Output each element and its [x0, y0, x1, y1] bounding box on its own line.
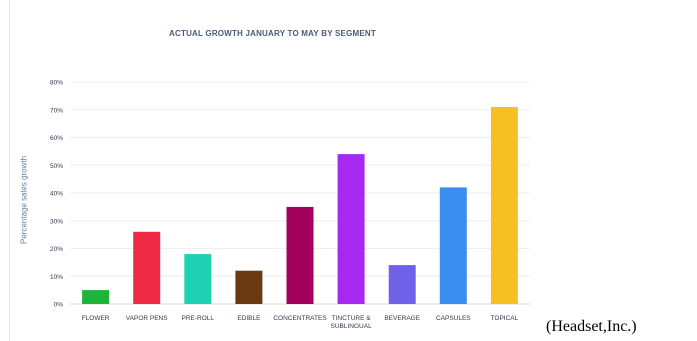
- x-tick-label: TINCTURE & SUBLINGUAL: [331, 315, 373, 330]
- bar: [439, 187, 467, 304]
- bar: [184, 254, 212, 304]
- y-tick-label: 60%: [50, 135, 63, 142]
- bar: [388, 265, 416, 304]
- y-tick-label: 10%: [50, 274, 63, 281]
- y-tick-label: 20%: [50, 246, 63, 253]
- bar: [286, 206, 314, 304]
- source-citation: (Headset,Inc.): [546, 318, 637, 335]
- bar: [235, 270, 263, 304]
- chart-panel: ACTUAL GROWTH JANUARY TO MAY BY SEGMENT …: [9, 0, 530, 341]
- bar: [82, 290, 110, 304]
- bar: [133, 231, 161, 304]
- bar-chart-plot: 0% 10% 20% 30% 40% 50% 60% 70% 80% FLOWER VAPOR PE…: [50, 80, 530, 330]
- bar: [337, 154, 365, 304]
- y-tick-label: 80%: [50, 80, 63, 87]
- chart-title: ACTUAL GROWTH JANUARY TO MAY BY SEGMENT: [169, 29, 376, 38]
- panel-border: [9, 0, 10, 341]
- x-tick-label: BEVERAGE: [384, 315, 420, 322]
- y-tick-label: 40%: [50, 191, 63, 198]
- y-tick-label: 30%: [50, 218, 63, 225]
- y-tick-label: 70%: [50, 107, 63, 114]
- y-tick-label: 50%: [50, 163, 63, 170]
- x-tick-label: EDIBLE: [237, 315, 261, 322]
- bar: [490, 107, 518, 304]
- x-tick-label: CONCENTRATES: [273, 315, 327, 322]
- x-tick-label: TOPICAL: [491, 315, 519, 322]
- x-tick-label: VAPOR PENS: [126, 315, 168, 322]
- x-tick-label: PRE-ROLL: [182, 315, 215, 322]
- x-tick-label: CAPSULES: [436, 315, 471, 322]
- y-tick-label: 0%: [54, 302, 64, 309]
- x-tick-label: FLOWER: [82, 315, 110, 322]
